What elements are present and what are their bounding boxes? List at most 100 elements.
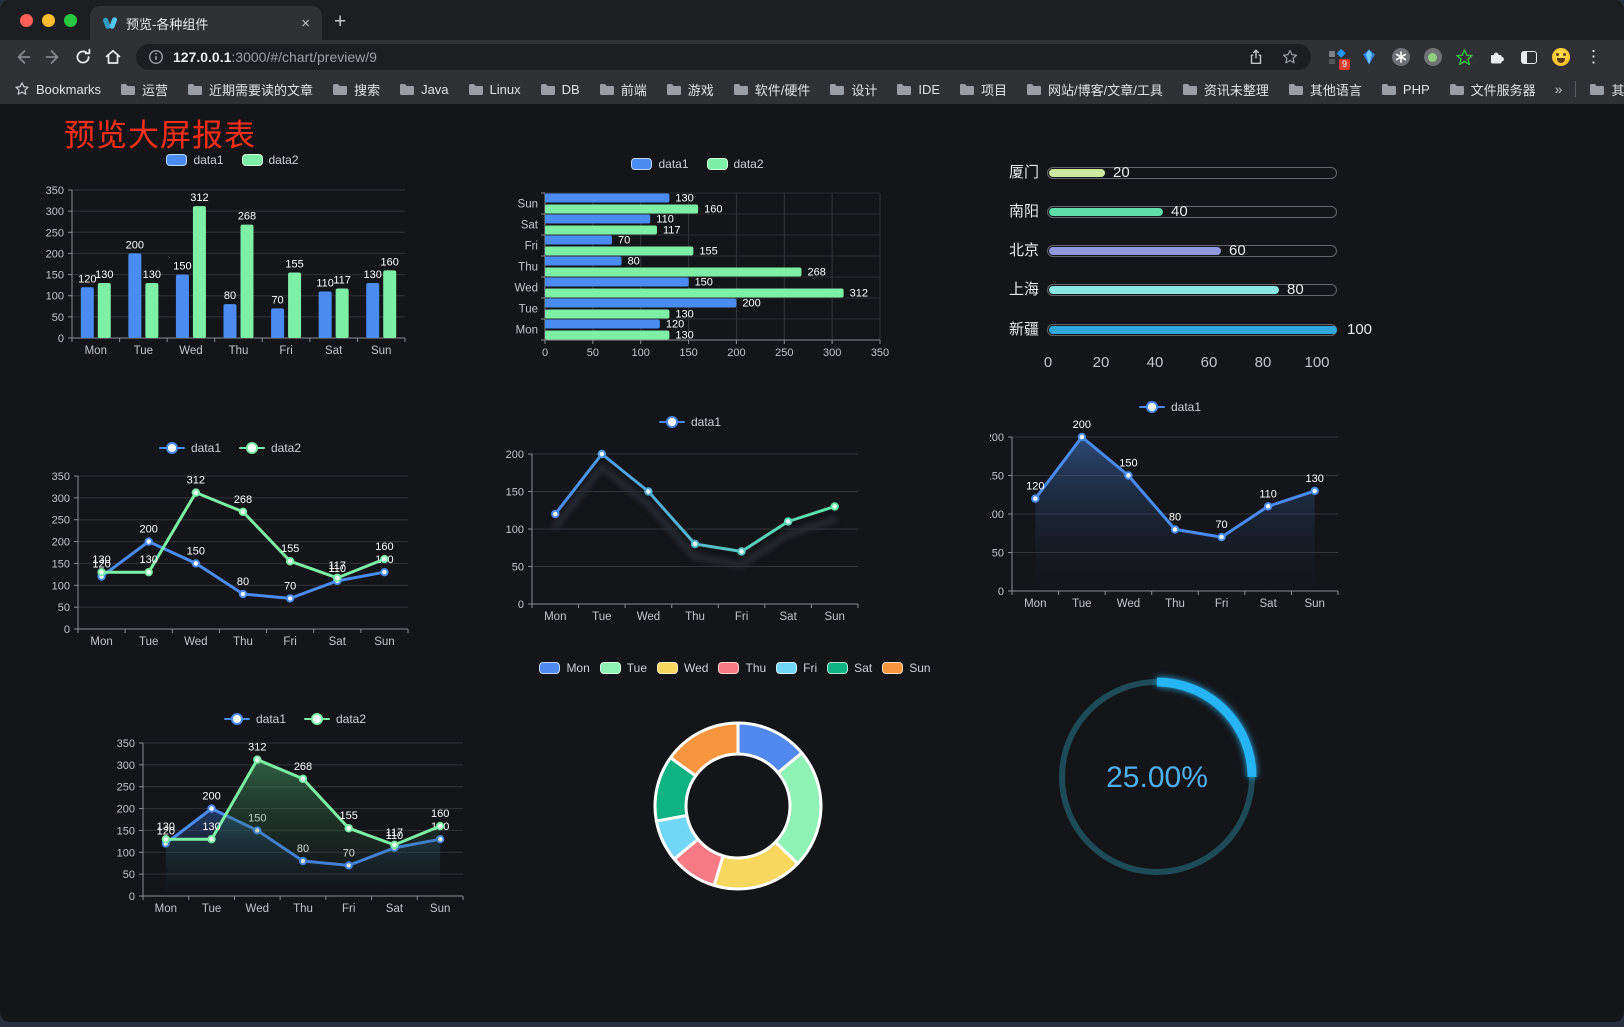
bookmark-folder[interactable]: 文件服务器: [1449, 80, 1536, 99]
svg-text:Sat: Sat: [329, 636, 347, 648]
bookmarks-overflow-chevron[interactable]: »: [1554, 81, 1563, 97]
back-button[interactable]: [8, 43, 38, 71]
legend-item[interactable]: data2: [239, 441, 301, 455]
svg-text:200: 200: [117, 804, 135, 816]
browser-menu-button[interactable]: ⋮: [1585, 47, 1602, 66]
legend-item[interactable]: Wed: [657, 661, 708, 675]
legend-item[interactable]: Thu: [718, 661, 766, 675]
legend-item[interactable]: data1: [166, 153, 224, 167]
forward-button[interactable]: [38, 43, 68, 71]
bookmark-folder[interactable]: 运营: [120, 80, 168, 99]
svg-text:120: 120: [157, 826, 175, 838]
bookmarks-root[interactable]: Bookmarks: [14, 81, 101, 97]
svg-text:Wed: Wed: [637, 611, 660, 623]
bookmark-folder[interactable]: 项目: [959, 80, 1007, 99]
home-button[interactable]: [98, 43, 128, 71]
legend-item[interactable]: Tue: [599, 661, 647, 675]
progress-label: 新疆: [1008, 321, 1039, 338]
window-minimize-button[interactable]: [42, 14, 55, 27]
extension-icon-blue-gem[interactable]: [1359, 48, 1378, 67]
other-bookmarks-folder[interactable]: 其他书签: [1589, 80, 1624, 99]
bookmark-folder[interactable]: 游戏: [666, 80, 714, 99]
legend-item[interactable]: data1: [158, 441, 221, 455]
legend-item[interactable]: Sun: [882, 661, 931, 675]
progress-track: [1047, 324, 1337, 336]
bookmark-folder[interactable]: 搜索: [332, 80, 380, 99]
svg-text:Fri: Fri: [342, 903, 355, 915]
progress-fill: [1049, 247, 1221, 255]
reload-button[interactable]: [68, 43, 98, 71]
folder-icon: [1182, 83, 1197, 95]
svg-text:Wed: Wed: [184, 636, 207, 648]
svg-text:70: 70: [271, 294, 283, 306]
svg-text:130: 130: [675, 330, 693, 342]
bookmark-folder[interactable]: 前端: [599, 80, 647, 99]
browser-tab[interactable]: 预览-各种组件 ×: [90, 6, 322, 40]
legend-item[interactable]: Mon: [539, 661, 590, 675]
extensions-puzzle-icon[interactable]: [1487, 48, 1506, 67]
chart-progress-bars: 厦门 20 南阳 40 北京 60 上海 80 新疆 100 0 20 40 60 80 100: [995, 158, 1372, 390]
bookmark-folder[interactable]: 软件/硬件: [733, 80, 811, 99]
tab-close-icon[interactable]: ×: [301, 14, 310, 32]
site-info-icon[interactable]: [148, 49, 164, 65]
window-zoom-button[interactable]: [64, 14, 77, 27]
chart-dual-line: data1 data2 0 50 100 150 200 250 300 350 Mon Tue Wed…: [40, 428, 420, 648]
legend-item[interactable]: data1: [631, 157, 689, 171]
svg-text:Sun: Sun: [1304, 598, 1324, 610]
folder-icon: [540, 83, 555, 95]
bookmark-folder-label: 资讯未整理: [1203, 82, 1269, 98]
folder-icon: [960, 83, 975, 95]
svg-text:Tue: Tue: [202, 903, 221, 915]
legend-item[interactable]: data2: [304, 712, 366, 726]
bookmark-folder-label: 网站/博客/文章/工具: [1048, 82, 1163, 98]
extension-icon-pinwheel[interactable]: [1391, 48, 1410, 67]
extension-icon-emoji[interactable]: [1551, 48, 1570, 67]
legend-marker-icon: [882, 662, 904, 674]
legend-item[interactable]: data2: [706, 157, 764, 171]
bookmark-folder-label: PHP: [1402, 81, 1430, 97]
legend-item[interactable]: data2: [241, 153, 299, 167]
legend-label: data1: [658, 157, 689, 171]
legend-item[interactable]: Fri: [776, 661, 817, 675]
svg-text:Fri: Fri: [283, 636, 296, 648]
extension-icon-green-dot[interactable]: [1423, 48, 1442, 67]
address-bar[interactable]: 127.0.0.1:3000/#/chart/preview/9: [136, 44, 1311, 70]
donut-plot: [653, 721, 823, 891]
extension-icon-green-star[interactable]: [1455, 48, 1474, 67]
bookmark-folder[interactable]: IDE: [896, 80, 940, 99]
bookmark-folder[interactable]: 网站/博客/文章/工具: [1026, 80, 1163, 99]
legend-item[interactable]: data1: [658, 415, 721, 429]
folder-icon: [1590, 83, 1605, 95]
bookmark-folder[interactable]: 其他语言: [1288, 80, 1362, 99]
bookmark-folder-label: 软件/硬件: [754, 82, 811, 98]
svg-text:0: 0: [64, 624, 70, 636]
chart-gradient-line: data1 0 50 100 150 200 Mon Tue Wed Thu Fri Sat Sun: [505, 404, 875, 623]
folder-icon: [599, 83, 614, 95]
chart-dual-area-line: data1 data2 0 50 100 150 200 250 300 350 Mon Tue Wed…: [110, 699, 480, 917]
svg-text:Sun: Sun: [374, 636, 394, 648]
bookmark-folder[interactable]: 近期需要读的文章: [187, 80, 313, 99]
url-text: 127.0.0.1:3000/#/chart/preview/9: [173, 49, 377, 65]
share-icon[interactable]: [1247, 48, 1265, 66]
bookmarks-label: Bookmarks: [36, 81, 102, 97]
progress-value: 80: [1287, 281, 1304, 298]
extension-icon-grid-diamond[interactable]: 9: [1327, 48, 1350, 70]
bookmark-star-icon[interactable]: [1281, 48, 1299, 66]
bookmark-folder[interactable]: Linux: [468, 80, 521, 99]
axis-tick-label: 100: [1304, 354, 1330, 371]
bookmark-folder[interactable]: 资讯未整理: [1182, 80, 1269, 99]
side-panel-icon[interactable]: [1519, 48, 1538, 67]
window-close-button[interactable]: [20, 14, 33, 27]
bookmark-folder[interactable]: PHP: [1381, 80, 1430, 99]
legend-item[interactable]: data1: [1138, 400, 1201, 414]
bookmark-folder[interactable]: Java: [399, 80, 449, 99]
new-tab-button[interactable]: +: [334, 10, 347, 33]
bookmark-folder[interactable]: DB: [540, 80, 580, 99]
svg-text:100: 100: [506, 524, 524, 536]
legend-item[interactable]: data1: [223, 712, 286, 726]
bookmark-folder[interactable]: 设计: [829, 80, 877, 99]
legend-item[interactable]: Sat: [827, 661, 872, 675]
chart-legend: data1 data2: [500, 156, 895, 172]
bookmark-folder-label: 前端: [620, 82, 647, 98]
svg-text:50: 50: [58, 602, 70, 614]
